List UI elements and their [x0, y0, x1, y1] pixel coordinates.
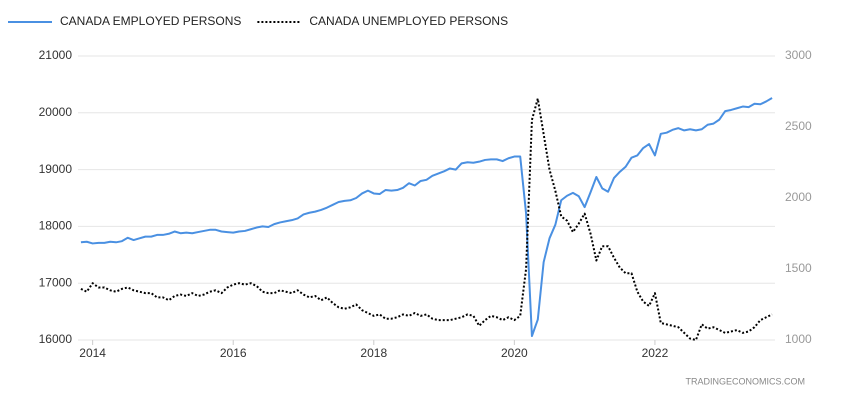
y2-tick-label: 3000	[785, 48, 812, 62]
legend-label: CANADA UNEMPLOYED PERSONS	[309, 14, 508, 28]
y-tick-label: 16000	[39, 332, 73, 346]
x-tick-label: 2020	[501, 346, 528, 360]
y2-tick-label: 2000	[785, 190, 812, 204]
y2-tick-label: 1000	[785, 332, 812, 346]
x-tick-label: 2016	[220, 346, 247, 360]
y2-tick-label: 2500	[785, 119, 812, 133]
series-line	[80, 97, 773, 338]
y-tick-label: 21000	[39, 48, 73, 62]
y-tick-label: 19000	[39, 162, 73, 176]
source: TRADINGECONOMICS.COM	[685, 376, 805, 386]
x-tick-label: 2014	[79, 346, 106, 360]
x-tick-label: 2022	[642, 346, 669, 360]
y-tick-label: 17000	[39, 275, 73, 289]
y2-tick-label: 1500	[785, 261, 812, 275]
legend-label: CANADA EMPLOYED PERSONS	[60, 14, 241, 28]
y-tick-label: 20000	[39, 105, 73, 119]
x-tick-label: 2018	[360, 346, 387, 360]
y-tick-label: 18000	[39, 219, 73, 233]
series-line	[80, 97, 773, 341]
